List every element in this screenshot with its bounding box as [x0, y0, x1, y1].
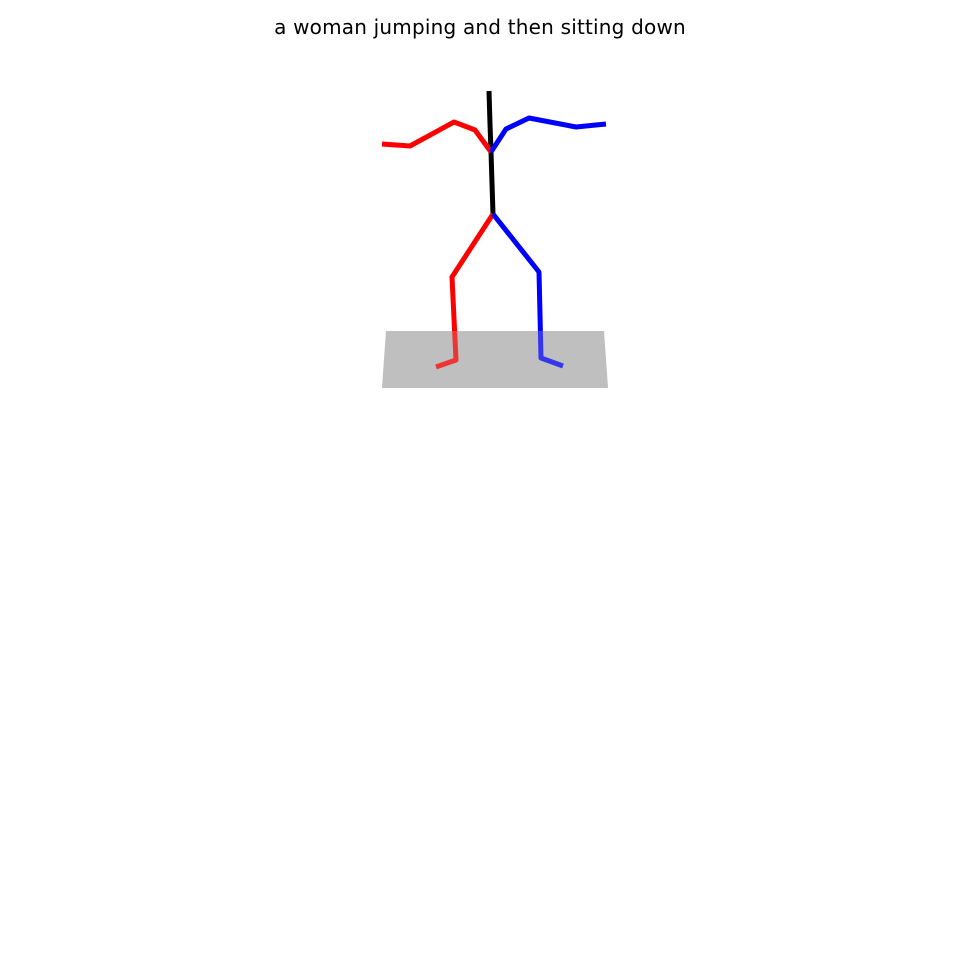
ground-plane-overlay	[382, 331, 608, 388]
red-arm-bone	[381, 119, 494, 154]
spine-bone	[486, 90, 496, 215]
motion-caption: a woman jumping and then sitting down	[274, 15, 686, 39]
blue-leg-bone	[491, 212, 564, 369]
red-leg-bone	[435, 212, 496, 370]
blue-arm-bone	[488, 115, 607, 154]
ground-plane	[382, 331, 608, 388]
